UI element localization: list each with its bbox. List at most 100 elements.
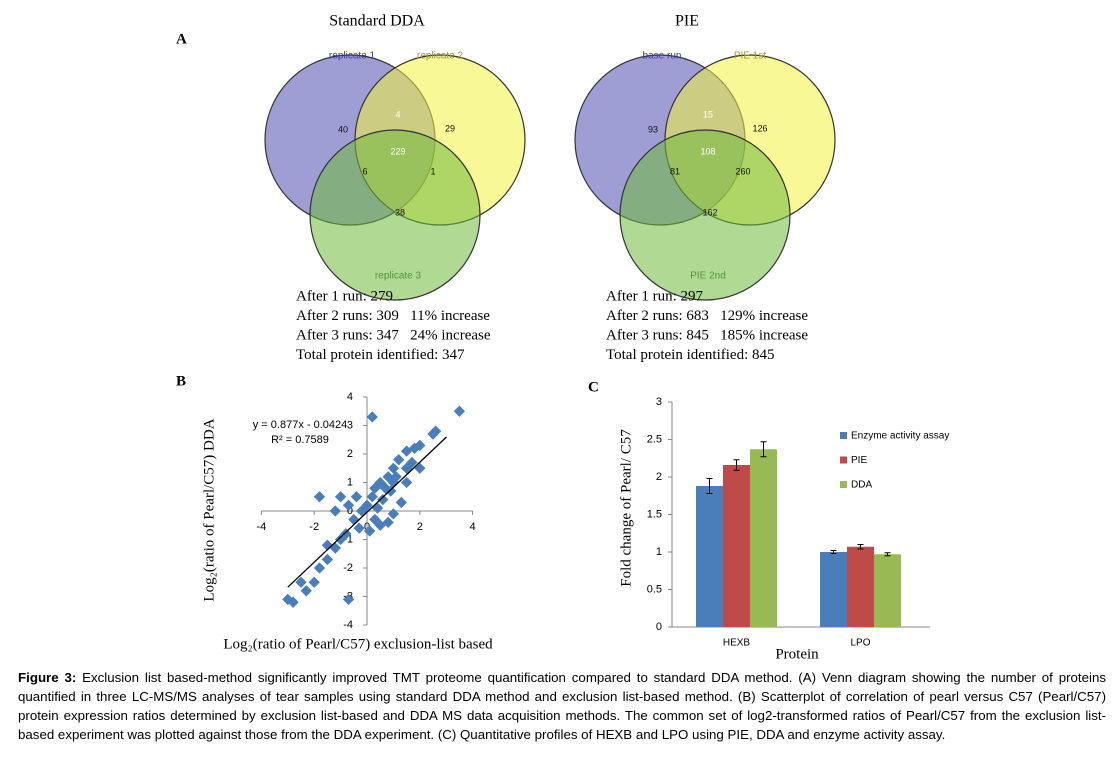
venn-title: PIE	[675, 13, 699, 30]
point	[342, 593, 355, 606]
bar	[750, 449, 777, 627]
y-tick-label: -2	[343, 562, 353, 574]
caption-label: Figure 3:	[18, 670, 77, 685]
equation: y = 0.877x - 0.0424	[253, 419, 347, 431]
bar	[874, 554, 901, 627]
point	[393, 454, 405, 466]
region-count: 1	[430, 166, 435, 176]
set-label: replicate 2	[417, 51, 464, 62]
set-label: PIE 2nd	[690, 271, 726, 282]
point	[377, 493, 389, 506]
y-tick-label: 2	[347, 448, 353, 460]
x-tick-label: 0	[364, 521, 370, 533]
point	[390, 471, 402, 483]
legend-label: DDA	[851, 480, 872, 491]
error-bar	[760, 441, 767, 458]
region-count: 15	[703, 109, 713, 119]
set-label: replicate 3	[375, 271, 422, 282]
point	[427, 428, 439, 440]
point	[334, 491, 347, 503]
y-tick-label: 0	[656, 621, 662, 633]
bar	[847, 546, 874, 627]
error-bar	[733, 459, 740, 471]
error-bar	[884, 552, 891, 557]
bar	[723, 465, 750, 627]
trend-line	[287, 436, 447, 588]
region-count: 81	[670, 166, 680, 176]
error-bar	[830, 550, 837, 554]
y-tick-label: 0.5	[647, 583, 662, 595]
summary-line: Total protein identified: 845	[606, 347, 775, 363]
summary-line: After 3 runs: 347 24% increase	[296, 327, 491, 343]
point	[382, 516, 394, 529]
region-count: 229	[390, 146, 405, 156]
point	[282, 593, 294, 606]
summary-line: After 1 run: 297	[606, 288, 704, 304]
y-tick-label: 1	[347, 476, 353, 488]
point	[342, 499, 355, 511]
y-tick-label: -4	[343, 619, 353, 631]
y-tick-label: 3	[347, 419, 353, 431]
y-axis-label: Log₂(ratio of Pearl/C57) DDA	[201, 418, 217, 601]
summary-line: After 3 runs: 845 185% increase	[606, 327, 808, 343]
x-axis-label: Protein	[775, 646, 819, 662]
y-tick-label: 1.5	[647, 508, 662, 520]
bar	[696, 486, 723, 627]
summary-line: After 2 runs: 309 11% increase	[296, 308, 490, 324]
set-label: replicate 1	[329, 51, 376, 62]
point	[313, 491, 326, 503]
x-tick-label: 4	[470, 521, 476, 533]
y-tick-label: 2	[656, 471, 662, 483]
y-axis-label: Fold change of Pearl/ C57	[618, 429, 634, 587]
point	[379, 482, 392, 494]
x-tick-label: HEXB	[723, 638, 751, 649]
legend-label: PIE	[851, 455, 867, 466]
r-squared: R² = 0.7589	[271, 434, 329, 446]
legend-swatch	[840, 432, 847, 439]
x-tick-label: -4	[257, 521, 267, 533]
panel-label: C	[588, 379, 599, 395]
region-count: 38	[395, 207, 405, 217]
point	[300, 585, 312, 597]
point	[295, 576, 307, 588]
region-count: 108	[700, 146, 715, 156]
region-count: 162	[702, 207, 717, 217]
point	[366, 411, 378, 423]
region-count: 260	[735, 166, 750, 176]
point	[414, 439, 426, 452]
point	[400, 462, 413, 474]
set-label: PIE 1st	[734, 51, 766, 62]
caption: Figure 3: Exclusion list based-method si…	[18, 668, 1106, 744]
panel-label: B	[176, 373, 186, 389]
point	[321, 539, 334, 551]
y-tick-label: 0	[347, 505, 353, 517]
x-axis-label: Log₂(ratio of Pearl/C57) exclusion-list …	[223, 636, 493, 652]
point	[353, 522, 365, 534]
legend-label: Enzyme activity assay	[851, 431, 949, 442]
point	[329, 505, 341, 517]
point	[395, 496, 407, 509]
point	[321, 553, 334, 566]
figure: A B C Standard DDA replicate 1 replicate 2…	[176, 13, 949, 663]
point	[414, 462, 426, 474]
x-tick-label: 2	[417, 521, 423, 533]
summary-line: Total protein identified: 347	[296, 347, 465, 363]
y-tick-label: -1	[343, 533, 353, 545]
summary-line: After 1 run: 279	[296, 288, 393, 304]
point	[366, 491, 378, 503]
point	[400, 445, 413, 457]
panel-label: A	[176, 31, 187, 47]
legend-swatch	[840, 456, 847, 464]
point	[308, 576, 320, 588]
point	[387, 508, 400, 520]
error-bar	[857, 544, 864, 550]
point	[350, 491, 363, 503]
set-label: base run	[643, 51, 682, 62]
venn-circle	[619, 129, 791, 301]
y-tick-label: 2.5	[647, 433, 662, 445]
y-tick-label: 3	[656, 396, 662, 408]
bar	[820, 552, 847, 627]
point	[371, 502, 384, 514]
x-tick-label: -2	[309, 521, 319, 533]
